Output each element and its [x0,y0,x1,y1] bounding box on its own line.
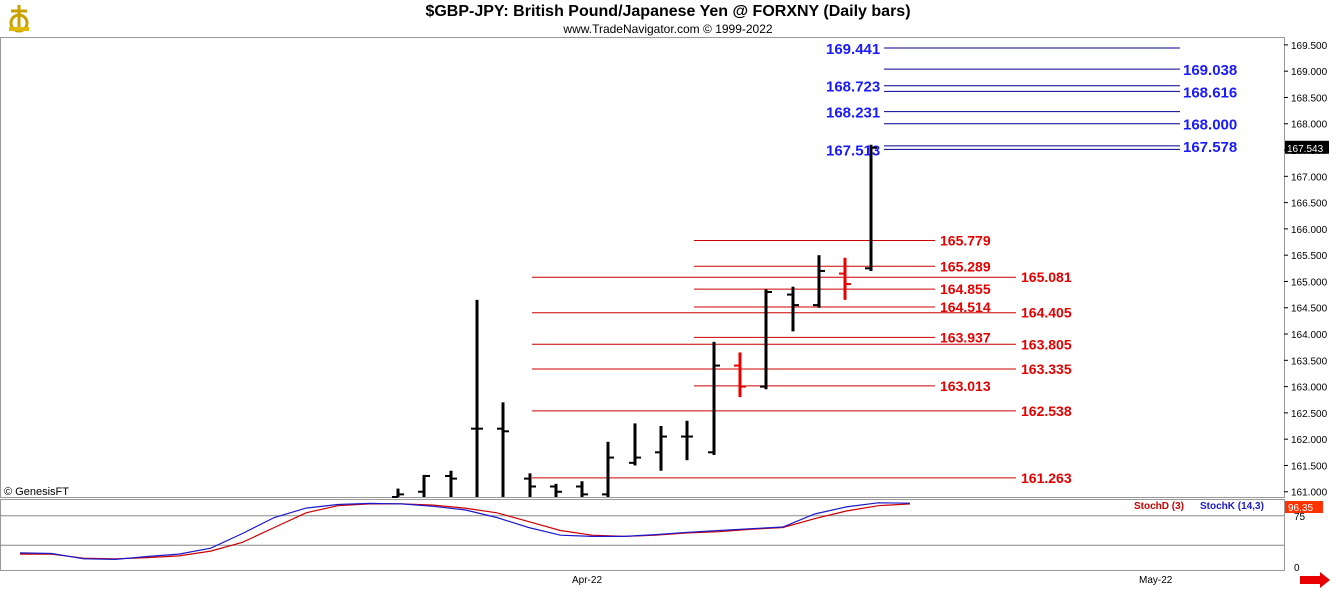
ohlc-bar [471,299,483,497]
stoch-line [20,503,911,560]
price-tick-label: 169.500 [1291,41,1328,52]
level-label: 163.335 [1021,361,1072,377]
scroll-right-arrow-icon[interactable] [1300,572,1330,588]
price-tick-label: 162.500 [1291,409,1328,420]
price-tick-label: 166.000 [1291,225,1328,236]
price-tick-label: 161.500 [1291,461,1328,472]
price-tick-label: 165.000 [1291,277,1328,288]
ohlc-bar [787,286,799,332]
ohlc-bar [681,420,693,461]
level-label: 168.231 [826,105,880,122]
price-tick-label: 169.000 [1291,67,1328,78]
level-label: 163.013 [940,378,991,394]
last-price-label: 167.543 [1287,144,1324,155]
ohlc-bar [734,352,746,398]
price-tick-label: 163.000 [1291,383,1328,394]
price-tick-label: 161.000 [1291,488,1328,499]
level-label: 165.779 [940,233,991,249]
trade-navigator-logo-icon [3,3,35,38]
price-panel-border [0,37,1285,498]
ohlc-bar [865,144,877,271]
level-label: 164.405 [1021,305,1072,321]
time-axis: Apr-22 May-22 [572,572,1330,588]
chart-subtitle: www.TradeNavigator.com © 1999-2022 [563,22,773,36]
level-label: 165.081 [1021,269,1072,285]
price-tick-label: 165.500 [1291,251,1328,262]
ohlc-bar [629,423,641,466]
genesis-copyright: © GenesisFT [4,486,69,498]
stochD-legend: StochD (3) [1134,501,1184,512]
ohlc-bar [576,481,588,497]
level-label: 163.937 [940,329,991,345]
stoch-line [19,502,911,561]
level-label: 161.263 [1021,470,1072,486]
ohlc-bar [760,289,772,390]
stochastic-panel: 75 0 StochD (3) StochK (14,3) 96.35 [0,501,1323,574]
price-tick-label: 168.000 [1291,120,1328,131]
level-label: 162.538 [1021,403,1072,419]
level-label: 164.855 [940,281,991,297]
stochK-legend: StochK (14,3) [1200,501,1264,512]
price-tick-label: 167.000 [1291,172,1328,183]
ohlc-bar [602,441,614,497]
price-tick-label: 164.500 [1291,304,1328,315]
price-tick-label: 164.000 [1291,330,1328,341]
level-label: 168.000 [1183,117,1237,134]
ohlc-bar [655,426,667,471]
level-label: 165.289 [940,258,991,274]
x-tick-label: Apr-22 [572,575,602,586]
x-tick-label: May-22 [1139,575,1173,586]
ohlc-bar [524,473,536,497]
level-label: 164.514 [940,299,991,315]
price-tick-label: 163.500 [1291,356,1328,367]
level-label: 167.513 [826,142,880,159]
last-price-box [1285,140,1329,154]
price-axis: 161.000 161.500 162.000 162.500 163.000 163.5… [0,37,1329,571]
price-tick-label: 168.500 [1291,93,1328,104]
stoch-panel-border [0,499,1285,571]
fib-levels: 169.441 169.038 168.723 168.616 168.231 168.0… [532,41,1237,486]
chart-title: $GBP-JPY: British Pound/Japanese Yen @ F… [425,3,911,20]
level-label: 168.723 [826,79,880,96]
ohlc-bar [708,341,720,455]
ohlc-bar [445,470,457,497]
price-tick-label: 162.000 [1291,435,1328,446]
ohlc-bar [392,488,404,498]
ohlc-bar [813,255,825,308]
level-label: 167.578 [1183,139,1237,156]
ohlc-bar [839,257,851,300]
level-label: 168.616 [1183,84,1237,101]
ohlc-bar [550,483,562,497]
price-bars [392,144,877,498]
level-label: 169.441 [826,41,880,58]
stoch-last-box [1285,501,1323,513]
level-label: 169.038 [1183,62,1237,79]
stoch-tick-label: 75 [1294,512,1306,523]
level-label: 163.805 [1021,336,1072,352]
stoch-last-label: 96.35 [1288,503,1313,514]
stoch-tick-label: 0 [1294,563,1300,574]
price-tick-label: 166.500 [1291,199,1328,210]
chart-header: $GBP-JPY: British Pound/Japanese Yen @ F… [0,0,1336,37]
ohlc-bar [418,474,430,497]
ohlc-bar [497,402,509,497]
